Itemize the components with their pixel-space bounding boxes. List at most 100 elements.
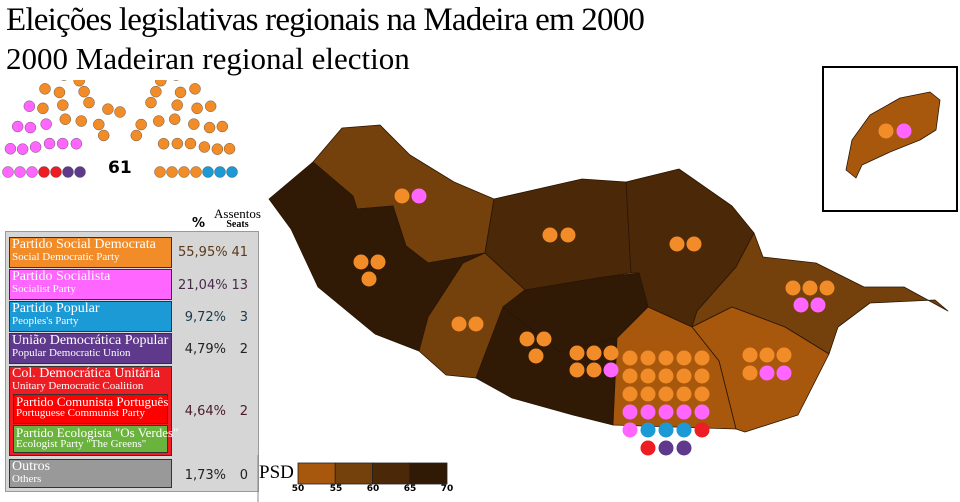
- seat-psd: [204, 100, 217, 112]
- party-pp: Partido Popular Peoples's Party: [9, 301, 172, 332]
- seat-dot-ps: [622, 422, 638, 438]
- seat-dot-psd: [394, 188, 410, 204]
- seat-pp: [214, 166, 226, 178]
- party-name: Outros: [12, 459, 51, 474]
- party-pct: 9,72%: [184, 310, 226, 325]
- seat-psd: [154, 166, 166, 178]
- seat-dot-cdu: [640, 440, 656, 456]
- seat-psd: [114, 106, 126, 118]
- seat-psd: [78, 85, 90, 98]
- seat-psd: [189, 83, 201, 95]
- seat-psd: [145, 96, 157, 109]
- seat-psd: [153, 115, 165, 127]
- seat-dot-psd: [569, 345, 585, 361]
- party-name: Partido Social Democrata: [12, 237, 156, 252]
- party-pct: 4,79%: [184, 342, 226, 357]
- seat-dot-psd: [878, 123, 894, 139]
- region-c-mara-de-lobos: [475, 306, 618, 426]
- seat-psd: [211, 143, 224, 155]
- seat-psd: [73, 80, 85, 87]
- seat-psd: [39, 83, 51, 95]
- parliament-hemicycle: [2, 80, 238, 178]
- seat-dot-psd: [468, 316, 484, 332]
- seat-psd: [130, 129, 143, 142]
- seat-dot-ps: [640, 404, 656, 420]
- seat-dot-psd: [640, 350, 656, 366]
- seat-ps: [11, 120, 24, 133]
- legend-party: PSD: [259, 462, 294, 483]
- title: Eleições legislativas regionais na Madei…: [6, 2, 645, 38]
- party-name: Partido Ecologista "Os Verdes": [16, 425, 179, 440]
- seat-psd: [169, 113, 181, 125]
- seat-dot-psd: [759, 347, 775, 363]
- results-table: Partido Social Democrata Social Democrati…: [5, 231, 259, 492]
- seat-dot-udp: [658, 440, 674, 456]
- seat-psd: [166, 166, 178, 178]
- seat-pp: [202, 166, 214, 178]
- seat-dot-psd: [451, 316, 467, 332]
- seat-psd: [191, 102, 203, 115]
- party-name-en: Peoples's Party: [12, 315, 79, 327]
- seat-ps: [2, 166, 14, 178]
- legend-tick: 50: [291, 484, 305, 494]
- seat-udp: [62, 166, 74, 178]
- seat-dot-psd: [536, 331, 552, 347]
- seat-psd: [216, 120, 229, 133]
- legend-tick: 65: [403, 484, 417, 494]
- seat-dot-psd: [676, 368, 692, 384]
- seat-psd: [155, 80, 167, 87]
- seat-dot-psd: [586, 345, 602, 361]
- seat-dot-psd: [622, 386, 638, 402]
- party-name-en: Ecologist Party "The Greens": [16, 438, 147, 450]
- seat-psd: [178, 166, 190, 178]
- party-name-en: Socialist Party: [12, 283, 76, 295]
- legend-bin: [372, 462, 411, 485]
- seat-ps: [23, 100, 36, 112]
- seat-ps: [16, 143, 29, 155]
- seat-dot-psd: [542, 227, 558, 243]
- seat-dot-psd: [776, 347, 792, 363]
- seat-dot-ps: [759, 365, 775, 381]
- seat-dot-psd: [742, 347, 758, 363]
- seat-dot-udp: [676, 440, 692, 456]
- party-pct: 4,64%: [184, 404, 226, 419]
- seat-dot-pp: [658, 422, 674, 438]
- party-seats: 13: [231, 278, 248, 293]
- seat-psd: [150, 85, 162, 98]
- seat-dot-psd: [658, 386, 674, 402]
- seat-cdu: [38, 166, 50, 178]
- seat-dot-psd: [658, 350, 674, 366]
- party-pct: 21,04%: [178, 278, 228, 293]
- legend-bin: [297, 462, 336, 485]
- party-seats: 0: [239, 468, 248, 483]
- seat-dot-psd: [669, 236, 685, 252]
- seat-ps: [14, 166, 26, 178]
- seat-psd: [83, 96, 95, 109]
- seat-ps: [40, 118, 52, 130]
- party-pev: Partido Ecologista "Os Verdes" Ecologist …: [13, 425, 179, 453]
- party-pct: 55,95%: [178, 245, 228, 260]
- party-name-en: Unitary Democratic Coalition: [12, 380, 144, 392]
- seat-dot-ps: [603, 362, 619, 378]
- seat-dot-psd: [694, 386, 710, 402]
- seat-psd: [57, 99, 69, 111]
- seat-dot-psd: [819, 280, 835, 296]
- party-name: União Democrática Popular: [12, 333, 169, 348]
- header-seats: Assentos Seats: [214, 207, 261, 230]
- seat-dot-psd: [569, 362, 585, 378]
- party-name: Partido Comunista Português: [16, 394, 169, 409]
- seat-ps: [29, 141, 42, 153]
- party-seats: 2: [239, 404, 248, 419]
- party-seats: 41: [231, 245, 248, 260]
- seat-dot-psd: [528, 348, 544, 364]
- header-percent: %: [192, 216, 206, 231]
- seat-psd: [97, 129, 110, 142]
- seat-psd: [190, 166, 202, 178]
- party-name: Partido Socialista: [12, 269, 111, 284]
- seat-dot-cdu: [694, 422, 710, 438]
- party-seats: 2: [239, 342, 248, 357]
- seat-dot-ps: [676, 404, 692, 420]
- seat-dot-psd: [694, 350, 710, 366]
- seat-dot-psd: [785, 280, 801, 296]
- seat-ps: [24, 121, 37, 134]
